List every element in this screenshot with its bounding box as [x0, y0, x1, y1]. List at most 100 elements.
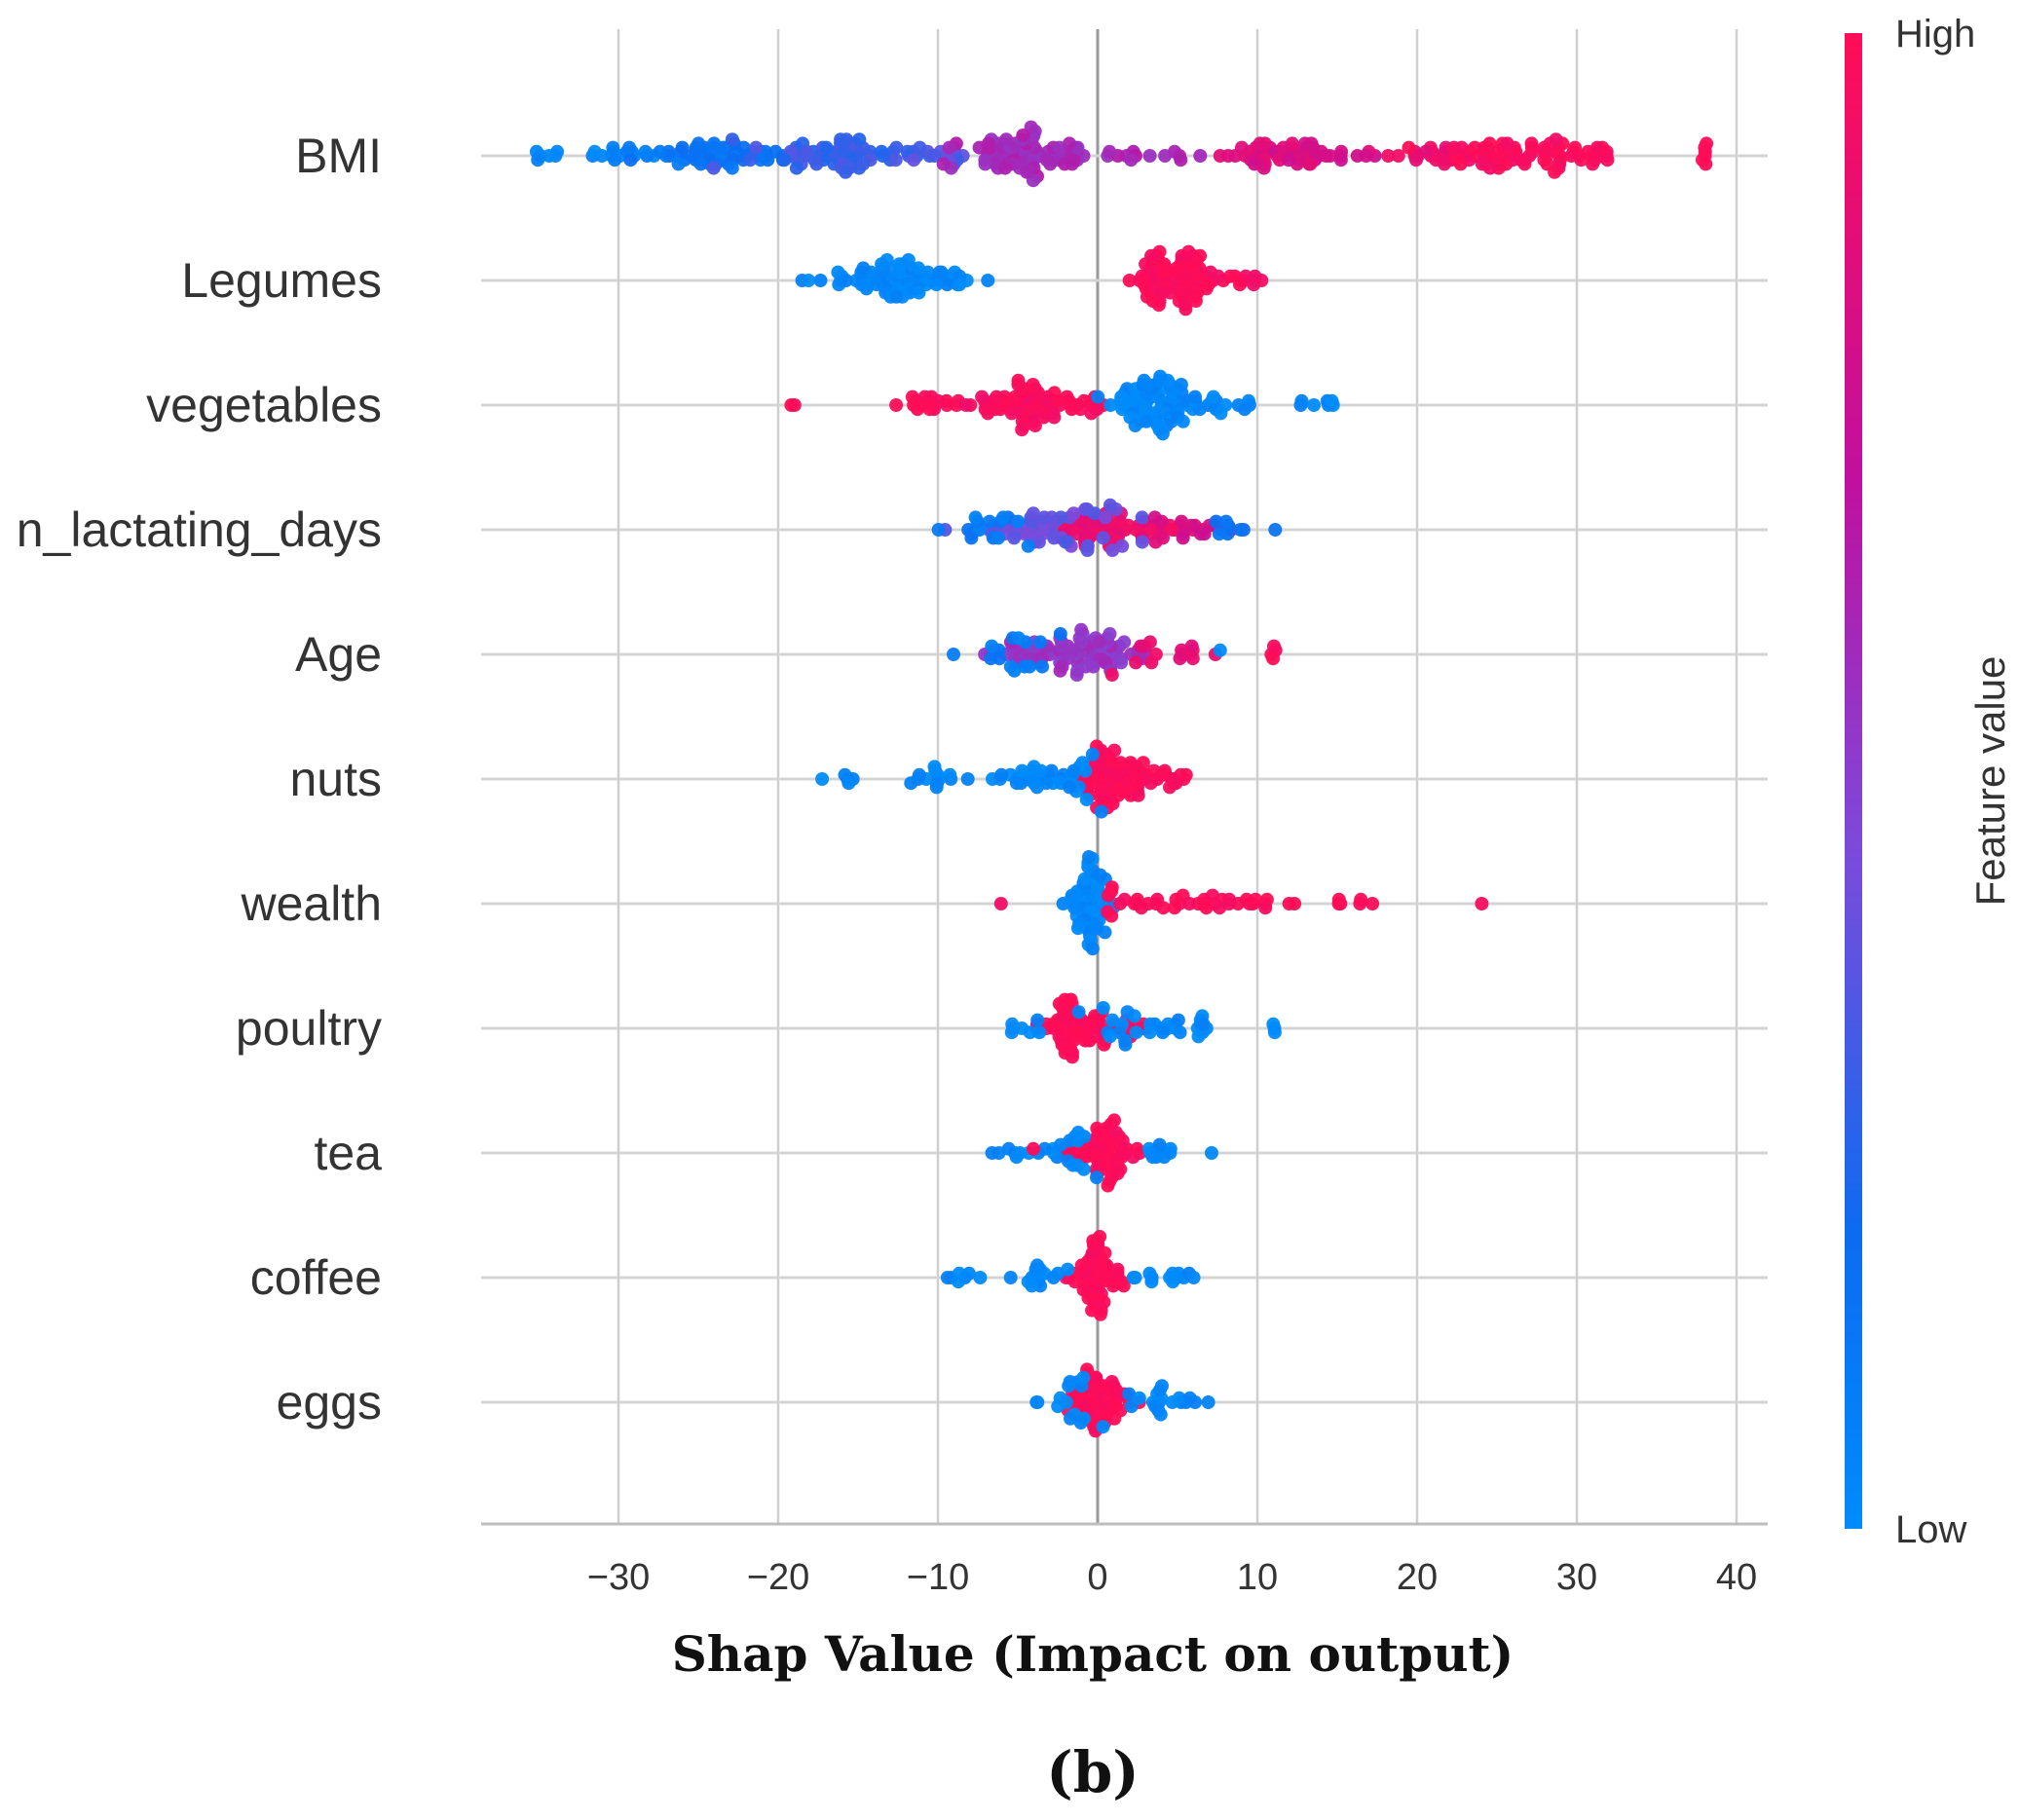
data-point	[839, 274, 853, 287]
data-point	[1090, 1170, 1103, 1185]
data-point	[1188, 294, 1203, 308]
data-point	[725, 161, 739, 175]
data-point	[725, 132, 739, 147]
data-point	[964, 531, 979, 545]
data-point	[889, 289, 904, 304]
data-point	[988, 402, 1002, 417]
data-point	[907, 153, 921, 167]
data-point	[1475, 897, 1489, 910]
colorbar-low-label: Low	[1895, 1508, 1966, 1551]
data-point	[1185, 651, 1200, 666]
data-point	[1211, 269, 1225, 283]
data-point	[1233, 278, 1247, 292]
data-point	[1066, 1050, 1079, 1064]
data-point	[1051, 1399, 1066, 1414]
data-point	[819, 140, 834, 155]
data-point	[1135, 535, 1149, 549]
data-point	[749, 140, 764, 155]
data-point	[1070, 921, 1085, 936]
data-point	[1033, 763, 1048, 778]
data-point	[1029, 1395, 1044, 1409]
feature-label: n_lactating_days	[17, 502, 382, 557]
data-point	[1359, 149, 1373, 163]
data-point	[1409, 153, 1423, 167]
data-point	[1158, 149, 1173, 163]
data-point	[983, 514, 996, 529]
data-point	[1193, 248, 1208, 263]
data-point	[1007, 663, 1022, 678]
data-point	[1218, 514, 1233, 529]
data-point	[912, 767, 926, 782]
data-point	[1047, 410, 1062, 425]
data-point	[1065, 888, 1079, 903]
data-point	[1186, 1271, 1201, 1284]
data-point	[1128, 419, 1142, 432]
data-point	[1114, 655, 1129, 670]
data-point	[1104, 880, 1119, 895]
data-point	[802, 274, 816, 287]
data-point	[1094, 804, 1108, 819]
data-point	[985, 1146, 999, 1160]
data-point	[531, 153, 545, 167]
data-point	[1116, 1279, 1131, 1293]
data-point	[953, 278, 967, 292]
data-point	[968, 510, 983, 525]
data-point	[913, 140, 927, 155]
data-point	[993, 897, 1008, 910]
data-point	[1213, 643, 1227, 657]
data-point	[671, 157, 686, 171]
data-point	[1066, 763, 1081, 778]
data-point	[1110, 1167, 1125, 1180]
feature-label: Legumes	[181, 253, 382, 308]
data-point	[813, 274, 828, 287]
data-point	[1206, 888, 1219, 903]
data-point	[800, 144, 814, 159]
data-point	[1003, 1271, 1018, 1284]
data-point	[1117, 892, 1132, 907]
data-point	[929, 278, 944, 292]
data-point	[1157, 257, 1172, 272]
data-point	[1163, 780, 1177, 795]
data-point	[1196, 1017, 1211, 1031]
data-point	[1239, 892, 1253, 907]
data-point	[889, 140, 904, 155]
data-point	[692, 136, 706, 151]
data-point	[809, 157, 824, 171]
data-point	[912, 285, 926, 300]
data-point	[1524, 136, 1539, 151]
data-point	[1131, 788, 1145, 802]
data-point	[1197, 527, 1212, 541]
data-point	[1381, 149, 1396, 163]
data-point	[1011, 631, 1026, 646]
feature-label: Age	[295, 627, 382, 682]
x-tick-label: −10	[907, 1557, 969, 1598]
data-point	[638, 144, 653, 159]
data-point	[1079, 793, 1094, 806]
data-point	[1600, 153, 1615, 167]
data-point	[1156, 901, 1171, 915]
data-point	[996, 510, 1010, 525]
feature-label: coffee	[250, 1250, 382, 1305]
data-point	[1304, 136, 1319, 151]
data-point	[1096, 1001, 1110, 1015]
data-point	[1152, 1137, 1167, 1152]
data-point	[1174, 378, 1188, 391]
data-point	[1090, 1121, 1104, 1135]
points-layer	[529, 120, 1714, 1438]
data-point	[1136, 756, 1150, 770]
data-point	[1178, 302, 1193, 316]
data-point	[1030, 1258, 1044, 1273]
data-point	[1107, 743, 1122, 758]
data-point	[1500, 136, 1514, 151]
data-point	[1145, 1150, 1160, 1165]
data-point	[1047, 531, 1062, 545]
data-point	[1184, 639, 1199, 653]
data-point	[1076, 1162, 1091, 1176]
data-point	[1165, 1395, 1179, 1409]
data-point	[1168, 901, 1181, 915]
data-point	[1157, 763, 1172, 778]
data-point	[1142, 635, 1157, 650]
colorbar-high-label: High	[1895, 13, 1975, 56]
data-point	[1517, 157, 1532, 171]
